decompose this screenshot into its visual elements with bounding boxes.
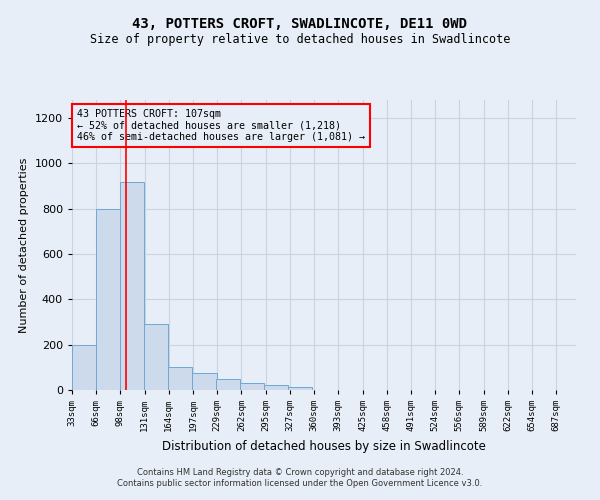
Bar bbox=[193, 373, 217, 390]
Text: Size of property relative to detached houses in Swadlincote: Size of property relative to detached ho… bbox=[90, 32, 510, 46]
Bar bbox=[96, 209, 121, 390]
Bar bbox=[72, 346, 96, 390]
Bar bbox=[264, 386, 289, 390]
Text: Contains HM Land Registry data © Crown copyright and database right 2024.
Contai: Contains HM Land Registry data © Crown c… bbox=[118, 468, 482, 487]
Bar bbox=[168, 368, 193, 390]
Bar bbox=[287, 386, 312, 390]
Bar bbox=[144, 324, 168, 390]
Bar bbox=[119, 182, 144, 390]
X-axis label: Distribution of detached houses by size in Swadlincote: Distribution of detached houses by size … bbox=[162, 440, 486, 452]
Bar bbox=[240, 383, 264, 390]
Text: 43 POTTERS CROFT: 107sqm
← 52% of detached houses are smaller (1,218)
46% of sem: 43 POTTERS CROFT: 107sqm ← 52% of detach… bbox=[77, 108, 365, 142]
Text: 43, POTTERS CROFT, SWADLINCOTE, DE11 0WD: 43, POTTERS CROFT, SWADLINCOTE, DE11 0WD bbox=[133, 18, 467, 32]
Y-axis label: Number of detached properties: Number of detached properties bbox=[19, 158, 29, 332]
Bar bbox=[216, 378, 240, 390]
